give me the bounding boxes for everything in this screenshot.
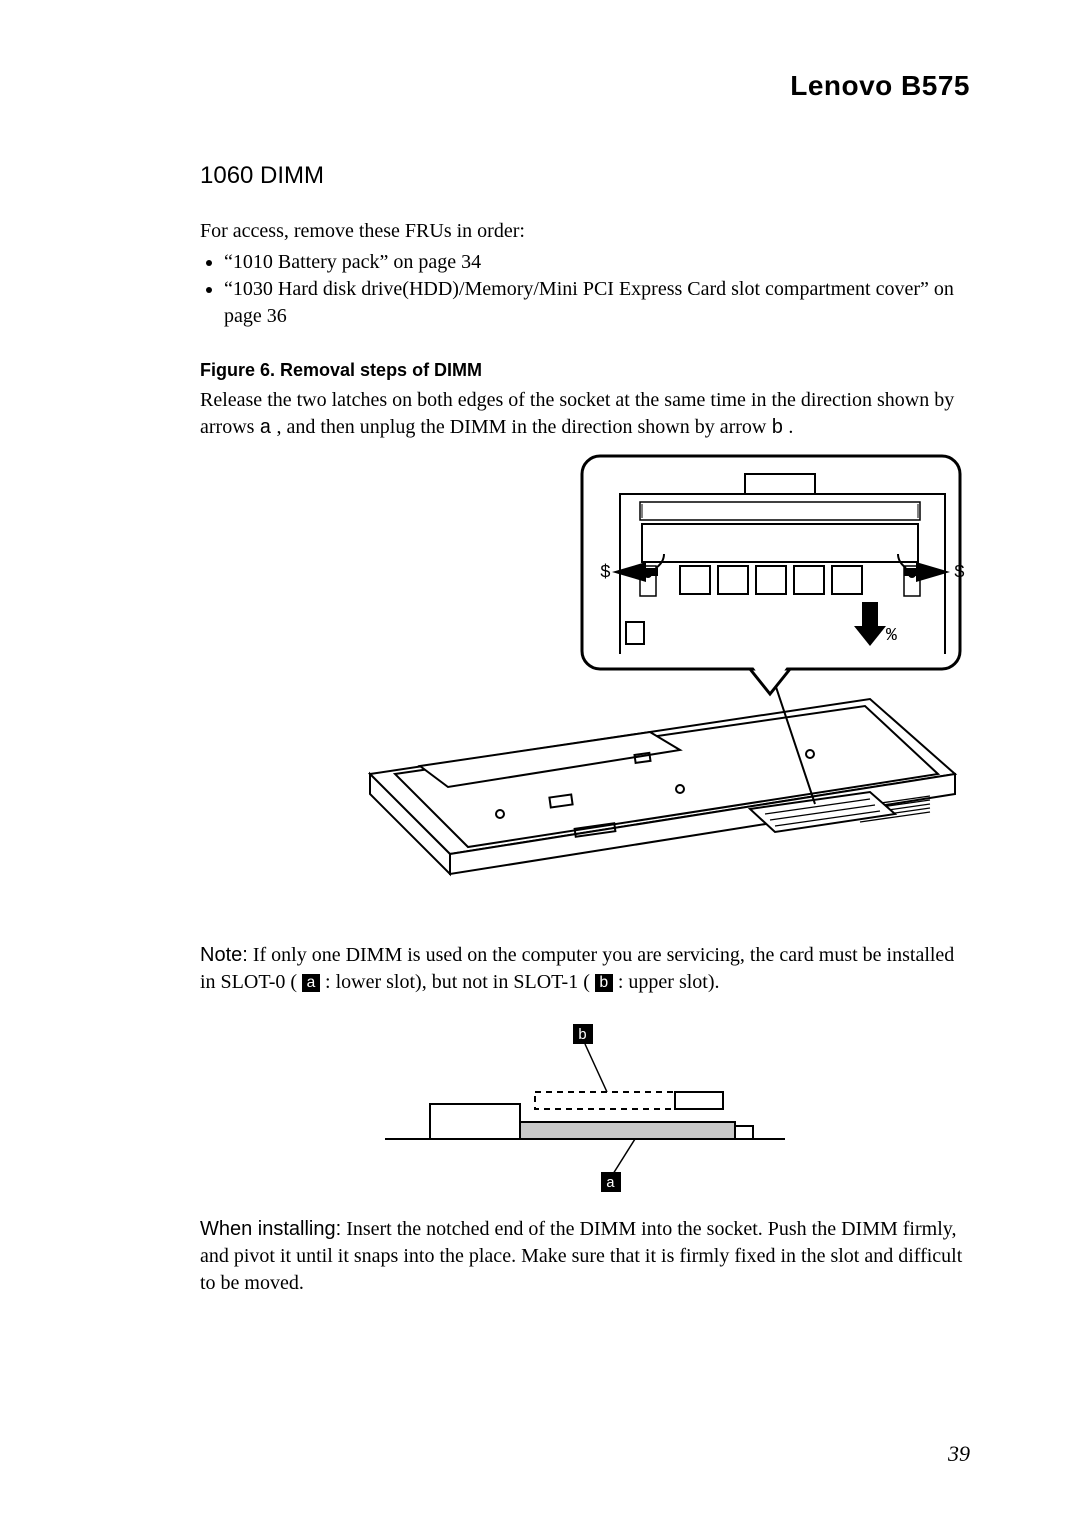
- slot-label-b: b: [578, 1027, 587, 1044]
- figure-caption: Figure 6. Removal steps of DIMM: [200, 360, 970, 381]
- intro-lead: For access, remove these FRUs in order:: [200, 218, 970, 245]
- inline-letter-b: b: [771, 417, 783, 440]
- slot-label-a: a: [606, 1175, 615, 1192]
- callout-label-bottom: %: [886, 626, 897, 646]
- inline-letter-a: a: [259, 417, 271, 440]
- note-paragraph: Note: If only one DIMM is used on the co…: [200, 942, 970, 996]
- note-label: Note:: [200, 944, 248, 966]
- figure-paragraph: Release the two latches on both edges of…: [200, 387, 970, 442]
- intro-bullets: “1010 Battery pack” on page 34 “1030 Har…: [200, 249, 970, 330]
- text-fragment: .: [783, 416, 793, 438]
- section-title: 1060 DIMM: [200, 162, 970, 190]
- header-model: Lenovo B575: [200, 70, 970, 102]
- text-fragment: : upper slot).: [613, 971, 720, 993]
- callout-label-right: $: [954, 563, 965, 583]
- slot-box-a-icon: a: [302, 974, 320, 992]
- page-number: 39: [948, 1441, 970, 1467]
- slot-side-view-diagram: b a: [375, 1014, 795, 1194]
- text-fragment: , and then unplug the DIMM in the direct…: [271, 416, 771, 438]
- installing-paragraph: When installing: Insert the notched end …: [200, 1216, 970, 1297]
- dimm-removal-diagram: $ $ %: [350, 454, 970, 914]
- list-item: “1030 Hard disk drive(HDD)/Memory/Mini P…: [224, 276, 970, 330]
- text-fragment: : lower slot), but not in SLOT-1 (: [320, 971, 595, 993]
- installing-label: When installing:: [200, 1218, 341, 1240]
- slot-box-b-icon: b: [595, 974, 613, 992]
- callout-label-left: $: [600, 563, 611, 583]
- manual-page: Lenovo B575 1060 DIMM For access, remove…: [0, 0, 1080, 1529]
- list-item: “1010 Battery pack” on page 34: [224, 249, 970, 276]
